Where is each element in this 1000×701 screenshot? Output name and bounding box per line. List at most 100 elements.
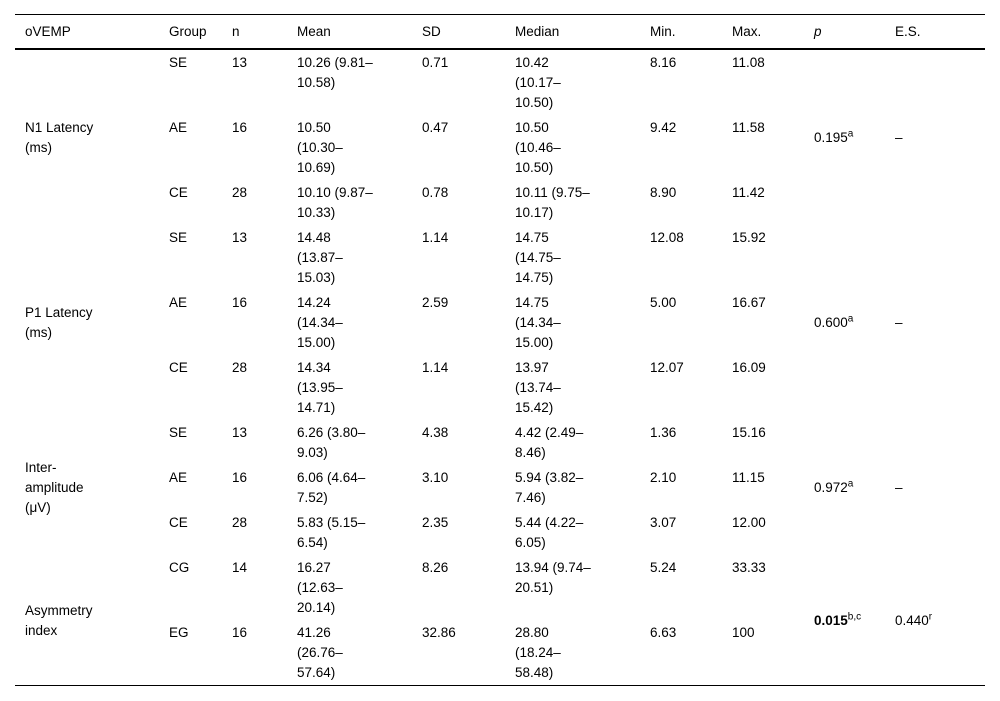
- col-header-sd: SD: [420, 14, 513, 50]
- col-header-n: n: [230, 14, 295, 50]
- col-header-mean: Mean: [295, 14, 420, 50]
- table-row: Inter- amplitude (μV) SE 13 6.26 (3.80– …: [15, 420, 985, 515]
- cell-median: 5.44 (4.22– 6.05): [515, 515, 584, 550]
- cell-mean: 6.06 (4.64– 7.52): [297, 470, 366, 505]
- cell-group: AE: [169, 120, 188, 135]
- cell-min: 1.36: [650, 425, 677, 440]
- p-superscript: a: [847, 128, 854, 140]
- row-group-label-inter-amplitude: Inter- amplitude (μV): [25, 460, 84, 515]
- col-header-group: Group: [167, 14, 230, 50]
- cell-median: 14.75 (14.34– 15.00): [515, 295, 561, 350]
- cell-es: –: [893, 420, 985, 555]
- cell-n: 14: [232, 560, 248, 575]
- cell-sd: 32.86: [422, 625, 456, 640]
- cell-sd: 1.14: [422, 230, 449, 245]
- cell-group: CG: [169, 560, 190, 575]
- cell-n: 16: [232, 295, 248, 310]
- cell-mean: 16.27 (12.63– 20.14): [297, 560, 343, 615]
- p-value: 0.015: [814, 612, 848, 628]
- p-superscript: b,c: [847, 611, 862, 622]
- cell-p: 0.195a: [812, 49, 893, 225]
- es-value: –: [895, 315, 903, 330]
- cell-median: 13.94 (9.74– 20.51): [515, 560, 591, 595]
- p-superscript: a: [847, 313, 854, 325]
- cell-group: CE: [169, 515, 188, 530]
- cell-n: 16: [232, 120, 248, 135]
- cell-mean: 6.26 (3.80– 9.03): [297, 425, 366, 460]
- table-row: CE 28 14.34 (13.95– 14.71) 1.14 13.97 (1…: [15, 355, 985, 420]
- cell-min: 3.07: [650, 515, 677, 530]
- cell-n: 13: [232, 425, 248, 440]
- cell-max: 16.09: [732, 360, 766, 375]
- cell-median: 10.42 (10.17– 10.50): [515, 55, 561, 110]
- cell-median: 28.80 (18.24– 58.48): [515, 625, 561, 680]
- cell-sd: 0.71: [422, 55, 449, 70]
- cell-max: 15.92: [732, 230, 766, 245]
- cell-max: 33.33: [732, 560, 766, 575]
- col-header-min: Min.: [648, 14, 730, 50]
- p-value: 0.195: [814, 130, 848, 145]
- cell-median: 10.50 (10.46– 10.50): [515, 120, 561, 175]
- cell-group: CE: [169, 185, 188, 200]
- cell-max: 15.16: [732, 425, 766, 440]
- row-group-label-p1-latency: P1 Latency (ms): [25, 305, 93, 340]
- cell-group: AE: [169, 295, 188, 310]
- es-value: –: [895, 480, 903, 495]
- cell-max: 11.08: [732, 55, 765, 70]
- cell-max: 11.15: [732, 470, 765, 485]
- row-group-label-n1-latency: N1 Latency (ms): [25, 120, 94, 155]
- cell-n: 28: [232, 515, 248, 530]
- cell-mean: 10.10 (9.87– 10.33): [297, 185, 373, 220]
- cell-sd: 0.78: [422, 185, 449, 200]
- table-row: Asymmetry index CG 14 16.27 (12.63– 20.1…: [15, 555, 985, 638]
- cell-n: 13: [232, 55, 248, 70]
- table-row: AE 16 6.06 (4.64– 7.52) 3.10 5.94 (3.82–…: [15, 465, 985, 510]
- cell-group: SE: [169, 425, 188, 440]
- p-superscript: a: [847, 478, 854, 490]
- cell-max: 12.00: [732, 515, 766, 530]
- table-row: CE 28 5.83 (5.15– 6.54) 2.35 5.44 (4.22–…: [15, 510, 985, 555]
- cell-min: 8.16: [650, 55, 677, 70]
- es-superscript: r: [928, 611, 933, 622]
- p-value: 0.972: [814, 480, 848, 495]
- cell-mean: 14.34 (13.95– 14.71): [297, 360, 343, 415]
- cell-median: 4.42 (2.49– 8.46): [515, 425, 584, 460]
- table-row: P1 Latency (ms) SE 13 14.48 (13.87– 15.0…: [15, 225, 985, 340]
- cell-max: 11.58: [732, 120, 765, 135]
- cell-p: 0.600a: [812, 225, 893, 420]
- cell-max: 16.67: [732, 295, 766, 310]
- cell-median: 14.75 (14.75– 14.75): [515, 230, 561, 285]
- cell-n: 13: [232, 230, 248, 245]
- cell-group: SE: [169, 55, 188, 70]
- ovemp-stats-table-container: oVEMP Group n Mean SD Median Min. Max. p…: [15, 14, 985, 686]
- cell-mean: 10.50 (10.30– 10.69): [297, 120, 343, 175]
- cell-sd: 3.10: [422, 470, 449, 485]
- cell-group: SE: [169, 230, 188, 245]
- cell-min: 9.42: [650, 120, 677, 135]
- cell-median: 5.94 (3.82– 7.46): [515, 470, 584, 505]
- cell-group: AE: [169, 470, 188, 485]
- cell-min: 6.63: [650, 625, 677, 640]
- col-header-ovemp: oVEMP: [15, 14, 167, 50]
- cell-sd: 0.47: [422, 120, 449, 135]
- cell-n: 28: [232, 185, 248, 200]
- cell-n: 28: [232, 360, 248, 375]
- table-row: AE 16 10.50 (10.30– 10.69) 0.47 10.50 (1…: [15, 115, 985, 180]
- cell-group: EG: [169, 625, 189, 640]
- cell-min: 12.07: [650, 360, 684, 375]
- cell-mean: 5.83 (5.15– 6.54): [297, 515, 366, 550]
- cell-es: –: [893, 49, 985, 225]
- cell-p: 0.972a: [812, 420, 893, 555]
- table-row: CE 28 10.10 (9.87– 10.33) 0.78 10.11 (9.…: [15, 180, 985, 225]
- cell-max: 100: [732, 625, 755, 640]
- cell-mean: 14.48 (13.87– 15.03): [297, 230, 343, 285]
- ovemp-stats-table: oVEMP Group n Mean SD Median Min. Max. p…: [15, 14, 985, 686]
- cell-mean: 10.26 (9.81– 10.58): [297, 55, 373, 90]
- cell-n: 16: [232, 625, 248, 640]
- cell-median: 10.11 (9.75– 10.17): [515, 185, 590, 220]
- col-header-median: Median: [513, 14, 648, 50]
- cell-sd: 4.38: [422, 425, 449, 440]
- cell-max: 11.42: [732, 185, 765, 200]
- cell-min: 5.24: [650, 560, 677, 575]
